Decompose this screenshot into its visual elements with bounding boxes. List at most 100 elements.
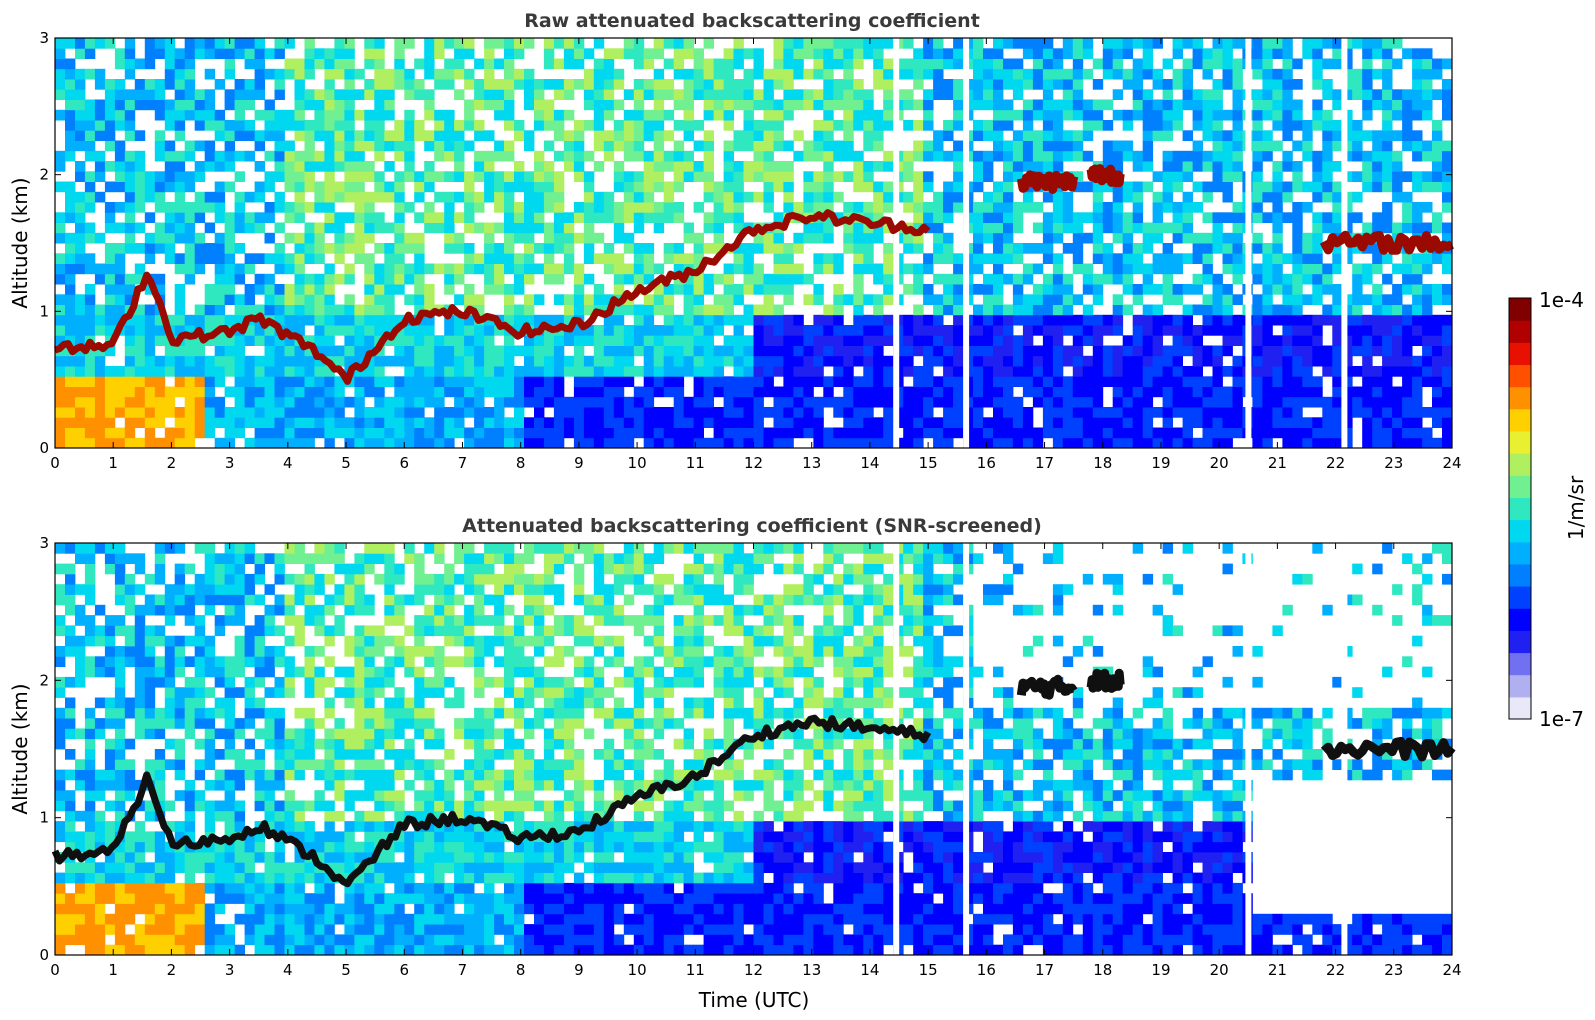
snr-screened-panel: Attenuated backscattering coefficient (S…	[8, 515, 1462, 1012]
heatmap-cell	[553, 366, 565, 377]
heatmap-cell	[1192, 273, 1203, 285]
heatmap-cell	[75, 913, 86, 925]
heatmap-cell	[883, 202, 894, 213]
heatmap-cell	[254, 79, 265, 90]
heatmap-cell	[753, 427, 764, 439]
heatmap-cell	[603, 427, 615, 439]
heatmap-cell	[194, 707, 206, 719]
heatmap-cell	[174, 191, 186, 203]
heatmap-cell	[993, 417, 1004, 428]
heatmap-cell	[1052, 68, 1064, 80]
heatmap-cell	[903, 150, 914, 162]
heatmap-cell	[543, 335, 555, 346]
heatmap-cell	[763, 386, 774, 398]
heatmap-cell	[1232, 161, 1243, 172]
heatmap-cell	[364, 376, 375, 387]
heatmap-cell	[983, 366, 994, 377]
heatmap-cell	[55, 335, 66, 346]
heatmap-cell	[194, 396, 206, 408]
heatmap-cell	[993, 150, 1004, 162]
heatmap-cell	[154, 676, 166, 688]
heatmap-cell	[853, 243, 864, 254]
heatmap-cell	[224, 366, 235, 377]
heatmap-cell	[793, 130, 804, 141]
heatmap-cell	[1172, 68, 1183, 80]
heatmap-cell	[284, 335, 295, 346]
heatmap-cell	[1092, 376, 1104, 387]
heatmap-cell	[104, 852, 116, 863]
heatmap-cell	[973, 212, 984, 223]
heatmap-cell	[224, 407, 235, 418]
heatmap-cell	[194, 697, 206, 709]
heatmap-cell	[663, 89, 675, 100]
heatmap-cell	[653, 345, 665, 357]
heatmap-cell	[174, 417, 186, 428]
heatmap-cell	[843, 109, 854, 121]
heatmap-cell	[743, 345, 754, 357]
heatmap-cell	[194, 584, 206, 595]
heatmap-cell	[104, 109, 116, 121]
heatmap-cell	[104, 407, 116, 418]
heatmap-cell	[1003, 120, 1014, 131]
heatmap-cell	[763, 68, 774, 80]
heatmap-cell	[75, 79, 86, 90]
heatmap-cell	[1192, 150, 1203, 162]
heatmap-cell	[883, 417, 894, 428]
heatmap-cell	[1062, 79, 1074, 90]
heatmap-cell	[543, 120, 555, 131]
heatmap-cell	[733, 376, 744, 387]
heatmap-cell	[1432, 161, 1443, 172]
heatmap-cell	[404, 396, 415, 408]
heatmap-cell	[264, 130, 275, 141]
heatmap-cell	[474, 386, 485, 398]
heatmap-cell	[1442, 407, 1453, 418]
heatmap-cell	[813, 130, 824, 141]
heatmap-cell	[783, 109, 794, 121]
heatmap-cell	[923, 294, 934, 305]
heatmap-cell	[504, 253, 515, 264]
heatmap-cell	[783, 58, 794, 70]
heatmap-cell	[643, 417, 655, 428]
heatmap-cell	[94, 862, 106, 873]
heatmap-cell	[504, 232, 515, 244]
heatmap-cell	[1042, 294, 1054, 305]
heatmap-cell	[494, 191, 505, 203]
heatmap-cell	[993, 202, 1004, 213]
heatmap-cell	[284, 253, 295, 264]
heatmap-cell	[833, 38, 844, 49]
heatmap-cell	[1022, 263, 1034, 275]
heatmap-cell	[104, 646, 116, 657]
heatmap-cell	[444, 325, 455, 336]
heatmap-cell	[1092, 243, 1104, 254]
heatmap-cell	[424, 386, 435, 398]
heatmap-cell	[1122, 335, 1134, 346]
heatmap-cell	[1192, 366, 1203, 377]
heatmap-cell	[204, 934, 216, 946]
heatmap-cell	[65, 594, 76, 606]
heatmap-cell	[194, 738, 206, 750]
heatmap-cell	[1152, 304, 1163, 316]
heatmap-cell	[913, 232, 924, 244]
heatmap-cell	[1292, 386, 1303, 398]
heatmap-cell	[743, 79, 754, 90]
heatmap-cell	[314, 109, 325, 121]
heatmap-cell	[1372, 263, 1383, 275]
heatmap-cell	[264, 109, 275, 121]
heatmap-cell	[354, 253, 365, 264]
heatmap-cell	[284, 376, 295, 387]
heatmap-cell	[1132, 38, 1144, 49]
heatmap-cell	[663, 202, 675, 213]
heatmap-cell	[234, 222, 245, 234]
heatmap-cell	[593, 120, 605, 131]
heatmap-cell	[553, 396, 565, 408]
heatmap-cell	[55, 355, 66, 367]
heatmap-cell	[55, 396, 66, 408]
heatmap-cell	[853, 99, 864, 111]
heatmap-cell	[783, 284, 794, 295]
heatmap-cell	[973, 396, 984, 408]
heatmap-cell	[1422, 79, 1433, 90]
heatmap-cell	[1132, 355, 1144, 367]
heatmap-cell	[494, 376, 505, 387]
heatmap-cell	[1012, 243, 1024, 254]
heatmap-cell	[184, 779, 196, 791]
